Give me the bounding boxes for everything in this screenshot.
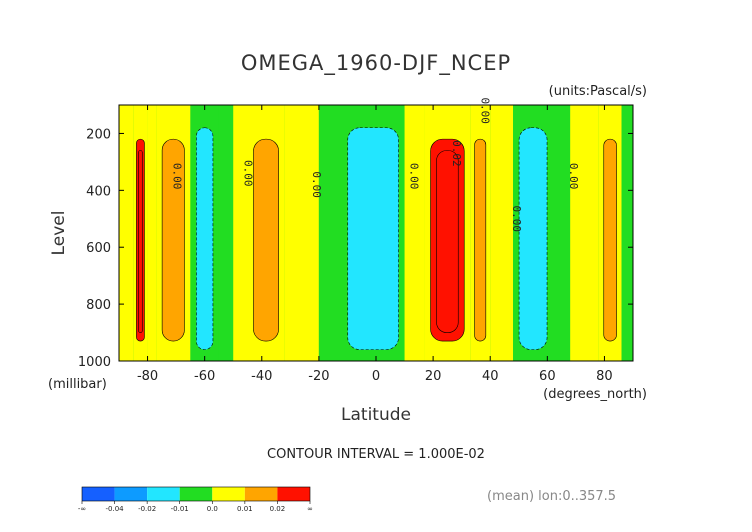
band-outer bbox=[218, 105, 234, 361]
colorbar-swatch bbox=[277, 487, 310, 501]
colorbar-label: 0.02 bbox=[270, 505, 286, 513]
band-outer bbox=[553, 105, 571, 361]
band-outer bbox=[318, 105, 342, 361]
band-outer bbox=[233, 105, 248, 361]
x-tick-label: 40 bbox=[482, 369, 499, 384]
band-outer bbox=[284, 105, 319, 361]
band-core bbox=[603, 138, 617, 342]
contour-label: 0.00 bbox=[479, 97, 492, 124]
y-axis-label: Level bbox=[49, 211, 69, 256]
y-tick-label: 200 bbox=[86, 127, 111, 142]
contour-label: 0.00 bbox=[170, 163, 183, 190]
y-tick-label: 800 bbox=[86, 298, 111, 313]
band-core-strong bbox=[436, 150, 459, 333]
colorbar-label: -0.02 bbox=[138, 505, 156, 513]
band-core bbox=[196, 127, 214, 350]
y-tick-label: 1000 bbox=[78, 355, 111, 370]
contour-label: 0.00 bbox=[510, 206, 523, 233]
band-outer bbox=[570, 105, 599, 361]
band-core-strong bbox=[138, 150, 143, 333]
colorbar-label: 0.01 bbox=[237, 505, 253, 513]
contour-interval-text: CONTOUR INTERVAL = 1.000E-02 bbox=[267, 447, 485, 462]
chart-title: OMEGA_1960-DJF_NCEP bbox=[241, 51, 511, 76]
footnote-mean-lon: (mean) lon:0..357.5 bbox=[487, 489, 616, 504]
x-tick-label: -80 bbox=[137, 369, 158, 384]
contour-label: 0.00 bbox=[310, 171, 323, 198]
x-tick-label: 80 bbox=[596, 369, 613, 384]
band-core bbox=[347, 127, 399, 350]
colorbar-label: -0.01 bbox=[171, 505, 189, 513]
contour-label: 0.00 bbox=[242, 160, 255, 187]
contour-label: 0.02 bbox=[450, 140, 463, 167]
band-outer bbox=[119, 105, 134, 361]
x-tick-label: -40 bbox=[251, 369, 272, 384]
band-outer bbox=[621, 105, 633, 361]
colorbar-swatch bbox=[244, 487, 278, 501]
colorbar-label: 0.0 bbox=[207, 505, 218, 513]
colorbar-frame bbox=[81, 486, 311, 502]
y-tick-label: 400 bbox=[86, 184, 111, 199]
x-tick-label: -20 bbox=[308, 369, 329, 384]
colorbar-swatch bbox=[114, 487, 148, 501]
x-unit-label: (degrees_north) bbox=[543, 387, 647, 402]
colorbar-swatch bbox=[147, 487, 180, 501]
colorbar-label: ∞ bbox=[307, 505, 313, 513]
band-core bbox=[474, 138, 487, 342]
band-outer bbox=[147, 105, 157, 361]
colorbar-swatch bbox=[212, 487, 245, 501]
y-axis-ticks: 200 400 600 800 1000 bbox=[78, 127, 633, 370]
band-core bbox=[253, 138, 279, 342]
colorbar-label: -0.04 bbox=[106, 505, 125, 513]
band-core bbox=[518, 127, 548, 350]
x-tick-label: 20 bbox=[425, 369, 442, 384]
band-outer bbox=[404, 105, 425, 361]
colorbar: -∞ -0.04 -0.02 -0.01 0.0 0.01 0.02 ∞ bbox=[78, 486, 313, 513]
band-core bbox=[161, 138, 185, 342]
x-tick-label: -60 bbox=[194, 369, 215, 384]
plot-area: 0.00 0.00 0.00 0.00 0.02 0.00 0.00 0.00 bbox=[118, 97, 634, 362]
colorbar-label: -∞ bbox=[78, 505, 86, 513]
contour-label: 0.00 bbox=[407, 163, 420, 190]
x-axis-ticks: -80 -60 -40 -20 0 20 40 60 80 bbox=[137, 105, 613, 384]
x-tick-label: 60 bbox=[539, 369, 556, 384]
units-label: (units:Pascal/s) bbox=[549, 84, 647, 99]
y-tick-label: 600 bbox=[86, 241, 111, 256]
band-outer bbox=[490, 105, 514, 361]
y-unit-label: (millibar) bbox=[48, 377, 107, 392]
x-tick-label: 0 bbox=[372, 369, 380, 384]
colorbar-swatch bbox=[179, 487, 213, 501]
x-axis-label: Latitude bbox=[341, 405, 411, 425]
colorbar-swatch bbox=[82, 487, 115, 501]
contour-label: 0.00 bbox=[567, 163, 580, 190]
